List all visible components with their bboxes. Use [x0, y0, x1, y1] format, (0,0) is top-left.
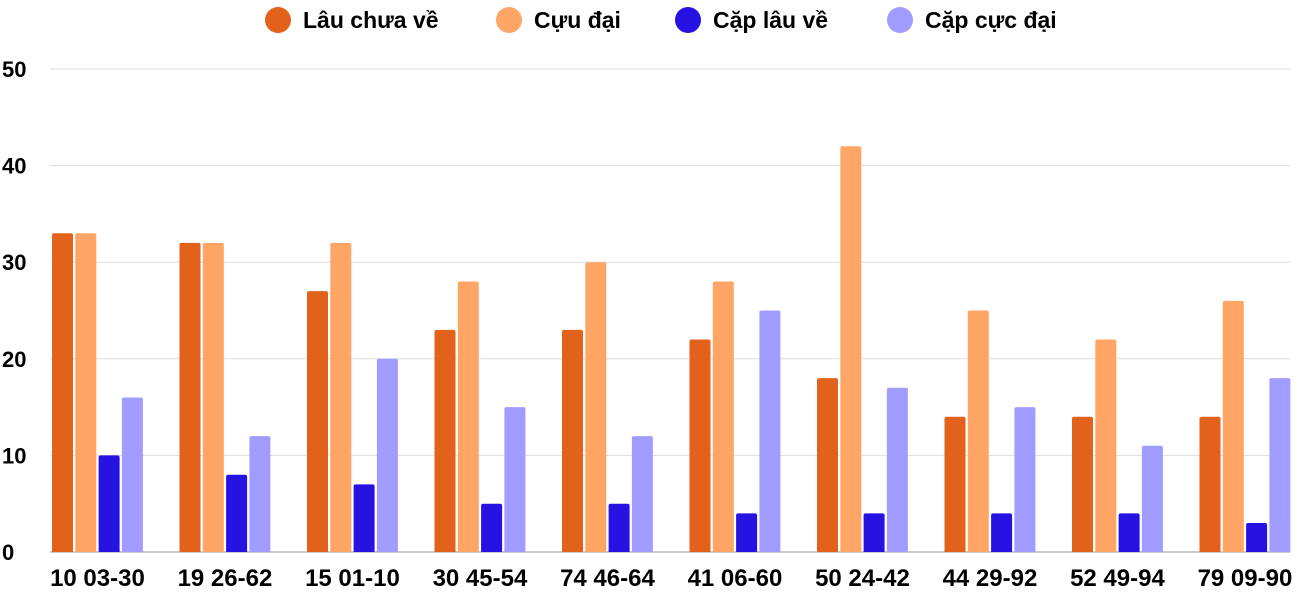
y-axis-ticks: 0 10 20 30 40 50 — [2, 57, 26, 565]
bar-4-series-1 — [585, 262, 607, 552]
legend-swatch-3 — [887, 7, 913, 33]
y-tick-label-30: 30 — [2, 250, 26, 275]
bars — [52, 146, 1291, 552]
bar-6-series-3 — [886, 387, 908, 552]
bar-4-series-2 — [608, 503, 630, 552]
bar-6-series-1 — [840, 146, 862, 552]
legend-swatch-2 — [675, 7, 701, 33]
y-tick-label-40: 40 — [2, 154, 26, 179]
y-tick-label-10: 10 — [2, 443, 26, 468]
y-tick-label-50: 50 — [2, 57, 26, 82]
bar-8-series-3 — [1141, 445, 1163, 552]
bar-7-series-3 — [1014, 407, 1036, 552]
bar-7-series-1 — [967, 310, 989, 552]
x-tick-label-0: 10 03-30 — [50, 565, 145, 592]
bar-8-series-1 — [1095, 339, 1117, 552]
bar-5-series-3 — [759, 310, 781, 552]
bar-9-series-3 — [1269, 378, 1291, 552]
x-tick-label-7: 44 29-92 — [943, 565, 1038, 592]
bar-8-series-0 — [1072, 416, 1093, 552]
bar-0-series-2 — [98, 455, 120, 552]
bar-9-series-2 — [1246, 523, 1268, 552]
bar-3-series-3 — [504, 407, 526, 552]
x-tick-label-2: 15 01-10 — [305, 565, 400, 592]
bar-7-series-2 — [991, 513, 1013, 552]
y-tick-label-20: 20 — [2, 347, 26, 372]
bar-1-series-2 — [226, 474, 248, 552]
bar-4-series-3 — [631, 436, 653, 552]
bar-2-series-2 — [353, 484, 375, 552]
bar-7-series-0 — [944, 416, 966, 552]
bar-5-series-2 — [736, 513, 758, 552]
bar-0-series-1 — [75, 233, 97, 552]
legend-label-0: Lâu chưa về — [303, 7, 439, 33]
legend-swatch-0 — [265, 7, 291, 33]
bar-1-series-1 — [202, 242, 224, 552]
legend-label-1: Cựu đại — [534, 7, 621, 33]
bar-5-series-0 — [689, 339, 711, 552]
bar-0-series-0 — [52, 233, 73, 552]
bar-6-series-2 — [863, 513, 885, 552]
legend-swatch-1 — [496, 7, 522, 33]
x-tick-label-8: 52 49-94 — [1070, 565, 1165, 592]
x-tick-label-5: 41 06-60 — [688, 565, 783, 592]
legend: Lâu chưa về Cựu đại Cặp lâu về Cặp cực đại — [265, 7, 1057, 33]
bar-9-series-0 — [1199, 416, 1221, 552]
bar-3-series-1 — [457, 281, 479, 552]
legend-label-3: Cặp cực đại — [925, 7, 1057, 33]
bar-2-series-0 — [307, 291, 328, 552]
legend-label-2: Cặp lâu về — [713, 7, 828, 33]
bar-2-series-1 — [330, 242, 352, 552]
bar-2-series-3 — [376, 358, 398, 552]
bar-9-series-1 — [1222, 300, 1244, 552]
bar-0-series-3 — [121, 397, 143, 552]
bar-3-series-2 — [481, 503, 503, 552]
x-axis-labels: 10 03-30 19 26-62 15 01-10 30 45-54 74 46-64… — [50, 565, 1292, 592]
x-tick-label-3: 30 45-54 — [433, 565, 528, 592]
bar-4-series-0 — [562, 329, 583, 552]
bar-5-series-1 — [712, 281, 734, 552]
bar-1-series-3 — [249, 436, 271, 552]
bar-3-series-0 — [434, 329, 456, 552]
x-tick-label-1: 19 26-62 — [178, 565, 273, 592]
bar-8-series-2 — [1118, 513, 1140, 552]
x-tick-label-4: 74 46-64 — [560, 565, 655, 592]
bar-1-series-0 — [179, 242, 201, 552]
x-tick-label-9: 79 09-90 — [1198, 565, 1293, 592]
x-tick-label-6: 50 24-42 — [815, 565, 910, 592]
y-tick-label-0: 0 — [2, 540, 14, 565]
bar-6-series-0 — [817, 378, 838, 552]
